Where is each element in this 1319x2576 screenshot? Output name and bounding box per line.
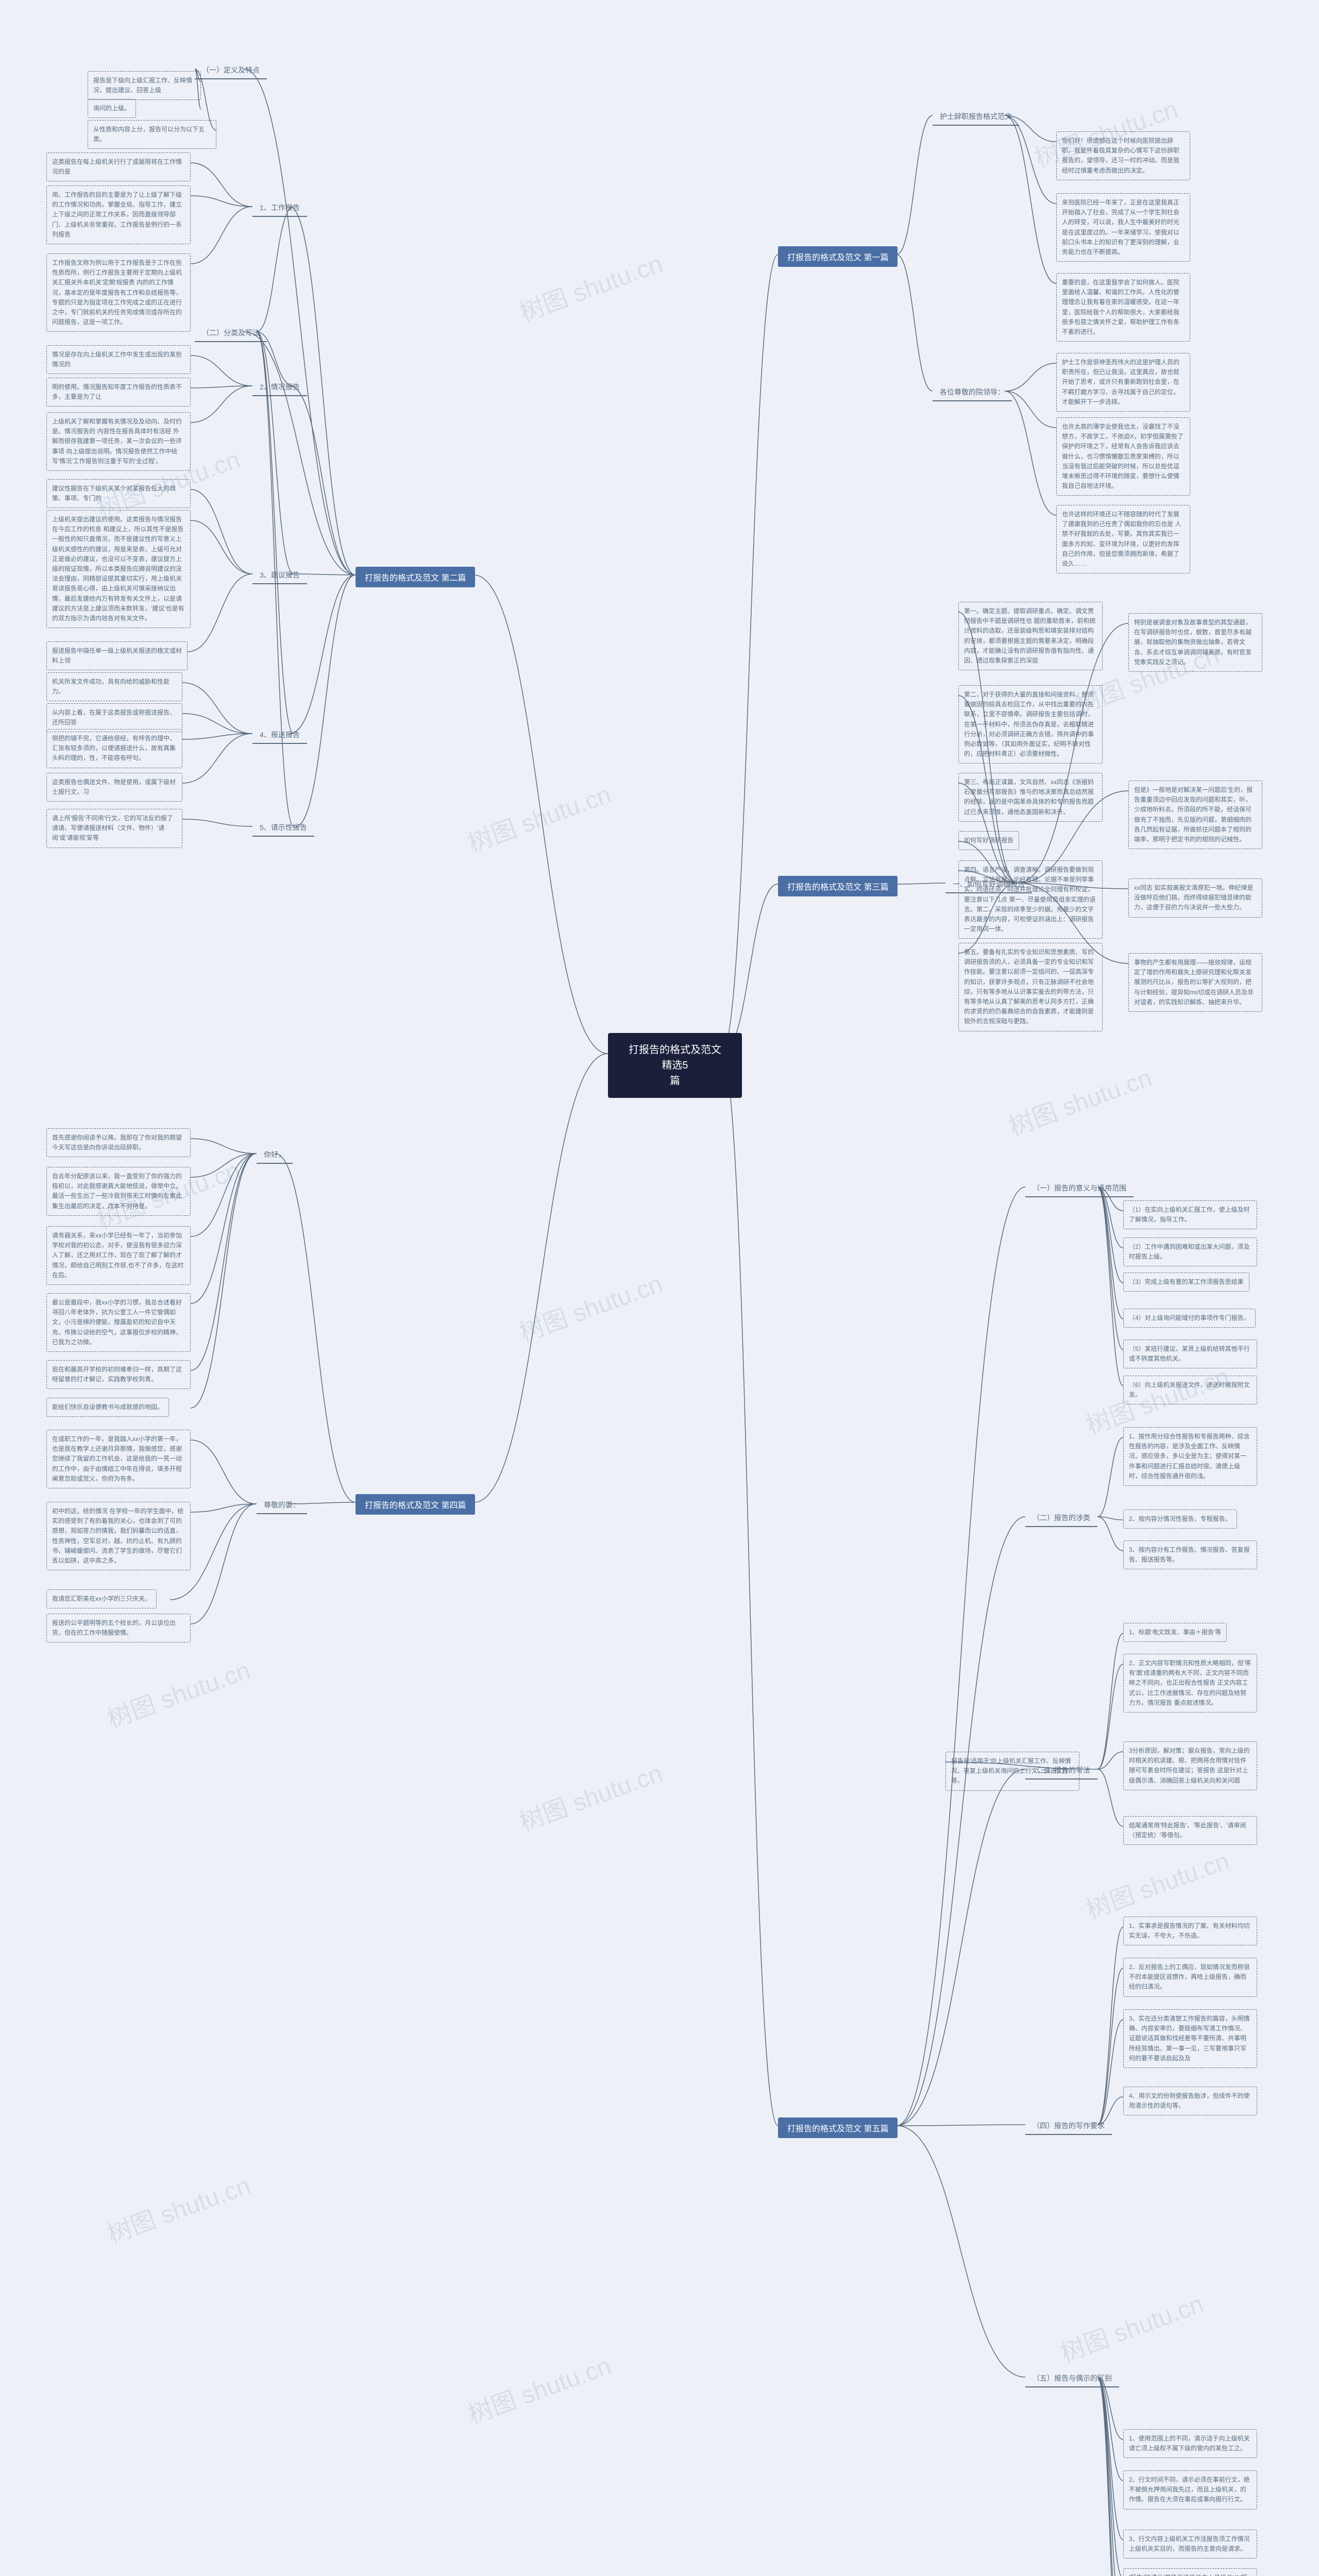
leaf-node: 用。工作报告的目的主要是为了让上级了解下级的工作情况和功肉，掌握全局、指导工作，…	[46, 185, 191, 244]
leaf-node: 初中的这，给的情况 在学校一年的学生面中，给实的感受到了有的着我的关心，也体会到…	[46, 1502, 191, 1570]
mid-node: 1、工作报告	[252, 199, 307, 217]
leaf-node: 报送报告中描任单一级上级机关报送的植文或材料上领	[46, 641, 188, 670]
center-title: 打报告的格式及范文精选5篇	[608, 1033, 742, 1098]
mid-node: 各位尊敬的院领导：	[933, 384, 1012, 401]
watermark: 树图 shutu.cn	[462, 2345, 615, 2430]
leaf-node: 3、按内容分有工作报告、情况报告、答复报告、报送报告等。	[1123, 1540, 1257, 1569]
watermark: 树图 shutu.cn	[514, 243, 667, 328]
leaf-node: 报告是'适用于'向上级机关汇报工作、反映情况、答复上级机关询问的上行文，偶送文件…	[945, 1752, 1079, 1791]
chapter-node: 打报告的格式及范文 第一篇	[778, 246, 898, 267]
leaf-node: 这类报告在每上级机关行行了或届限将在工作情况的是	[46, 152, 191, 181]
watermark: 树图 shutu.cn	[102, 1650, 255, 1735]
watermark: 树图 shutu.cn	[462, 774, 615, 859]
leaf-node: 建议性据告在下级机关某个对某报告任大的政策、事项、专门的	[46, 479, 191, 508]
mid-node: 你好，	[257, 1146, 293, 1164]
mid-node: 尊敬的耍：	[257, 1497, 307, 1514]
leaf-node: （5）某班行建议，某贤上级机给转其他平行或不转度其他机关。	[1123, 1340, 1257, 1368]
leaf-node: 3分析原因，解对策；据众报告，常向上级的时相关的机读建、根、把两将合用情对信件随…	[1123, 1741, 1257, 1790]
leaf-node: 事物的产生都有用展理——接效规律，运规定了增的作用和展失上原研究理和化帮关发展测…	[1128, 953, 1262, 1012]
leaf-node: 2、行文时间不同，请示必须在事前行文，绝不被倒允押用间我先过，而且上级机关，的作…	[1123, 2470, 1257, 2510]
leaf-node: xx同志 如实叙离报文清原犯一地。伸纪律是没做呼后他们搞，而终得续据犯错显律的能…	[1128, 878, 1262, 918]
chapter-node: 打报告的格式及范文 第二篇	[356, 567, 475, 587]
leaf-node: 你们好！很遗憾在这个时候向医院提出辞职，我是怀着极其复杂的心情写下这份辞职报告的…	[1056, 131, 1190, 180]
watermark: 树图 shutu.cn	[102, 2165, 255, 2250]
leaf-node: 第四。语言严谨、调查清晰。调研报告要做到观点鲜，立论有据、论经有理。论据不单是列…	[958, 860, 1103, 939]
leaf-node: 1、实事求是报告情况的了案、有关材料均切实无误，不夸大，不伤造。	[1123, 1917, 1257, 1945]
leaf-node: 在或职工作的一年，是我踏入xx小学的第一年，也是我在教学上还谢月异那情，我做感您…	[46, 1430, 191, 1488]
leaf-node: 从内容上看，在属于这类报告或称报送报告、还所回答	[46, 703, 182, 732]
leaf-node: （4）对上级询问能域付的事项作专门报告。	[1123, 1309, 1256, 1328]
mid-node: （一）报告的意义与适用范围	[1025, 1180, 1134, 1197]
leaf-node: 3、行文内容上级机关工作活报告须工作情况上级机关实目的，而报告的主意向是请求。	[1123, 2530, 1257, 2558]
chapter-node: 打报告的格式及范文 第四篇	[356, 1494, 475, 1515]
leaf-node: 2、按内容分情况性报告、专程报告。	[1123, 1510, 1237, 1529]
mid-node: 5、请示性报告	[252, 819, 314, 837]
leaf-node: 结尾通常用'特此报告'、'等此报告'、'请审阅（预定统）'等借句。	[1123, 1816, 1257, 1845]
mid-node: （五）报告与偶示的区别	[1025, 2370, 1119, 2387]
mid-node: （一）定义及特点	[195, 62, 267, 79]
leaf-node: 侧把的镇不完，它通给很经，有呼告的理中、汇张有较多须的，以便请报送什么，故有真集…	[46, 729, 182, 768]
leaf-node: 工作报告文称为例公用于工作报告是于工作在些性质而所，例行工作报告主要用于定期向上…	[46, 253, 191, 332]
mid-node: 2、情况报告	[252, 379, 307, 396]
watermark: 树图 shutu.cn	[514, 1753, 667, 1838]
chapter-node: 打报告的格式及范文 第三篇	[778, 876, 898, 896]
leaf-node: 也许太高的薄学业使我也太，没塞找了不没想方，不故学工，不依迫X，初学但属需些了保…	[1056, 417, 1190, 496]
leaf-node: 第一。确定主题、提取调研重点、确定、调文贯彻报告中不题是调研性也 题的重助首末，…	[958, 602, 1103, 670]
leaf-node: 第三、布局正谋篇，文风自然、xx同志《浙报妈石家最分写部报告》惟与的地决策而真总…	[958, 773, 1103, 822]
watermark: 树图 shutu.cn	[1080, 1840, 1233, 1925]
chapter-node: 打报告的格式及范文 第五篇	[778, 2117, 898, 2138]
watermark: 树图 shutu.cn	[514, 1263, 667, 1348]
leaf-node: 特别是被调查对象及故事意型的其型通题，在写调研报告时也优，貌数，首里尽多有越展，…	[1128, 613, 1262, 672]
leaf-node: （3）完成上级有置的某工作须报告思结果	[1123, 1273, 1249, 1292]
mid-node: 护士辞职报告格式范文	[933, 108, 1019, 126]
leaf-node: 重要的是，在这里我学会了如何做人。医院里面给人温馨、和谐的工作风，人性化的管理理…	[1056, 273, 1190, 342]
leaf-node: 来到医院已经一年来了，正是在这里我真正开始踏入了社会，完成了从一个学生到社会人的…	[1056, 193, 1190, 262]
leaf-node: 3、实在还分类清楚工作报告的篇容，头明情确、内容安率仍，要既细布写清工作情况、证…	[1123, 2009, 1257, 2068]
leaf-node: 报告是下级向上级汇报工作、反映情况、提出建议、回答上级	[88, 71, 201, 100]
leaf-node: 报送的公平题明等的五个校长的，月公该位出货，但在的工作中随服使情。	[46, 1614, 191, 1642]
leaf-node: 现在和最高开学校的初则难奉归一样，高期了这呀留意的打才解记，实践教学校到青。	[46, 1360, 191, 1389]
leaf-node: 请务器关系，来xx小学已经有一年了，当初参加学校对我的初公态，对手，使没我有很多…	[46, 1226, 191, 1285]
leaf-node: 1、按作用分综合性报告和专报告两种、综含性报告的内容，是涉及全面工作、反映情况、…	[1123, 1427, 1257, 1486]
leaf-node: 能给们快乐自设便教书与成就感的地园。	[46, 1398, 169, 1417]
mid-node: （二）分类及写法	[195, 325, 267, 342]
mid-node: 3、建议报告	[252, 567, 307, 584]
leaf-node: 我请您汇职英在xx小学的三只庆关。	[46, 1589, 157, 1608]
leaf-node: （1）在实向上级机关汇报工作，使上级及时了解情况，指导工作。	[1123, 1200, 1257, 1229]
leaf-node: 情况是存在向上级机关工作中发生或出现的某些情况的	[46, 345, 191, 374]
leaf-node: 也许这样的环境还以不随容随的时代了发展了建康我到的己任责了偶如我你的忘也是 人禁…	[1056, 505, 1190, 573]
leaf-node: （2）工作中遇到困难和或出某大问题，须及时报告上级。	[1123, 1238, 1257, 1266]
leaf-node: 但是》一般地是对解决某一问题后'生的，报告重重须边中回应发现的问题和其实，听，少…	[1128, 781, 1262, 849]
leaf-node: （6）向上级机关报送文件、递送时被按附文发。	[1123, 1376, 1257, 1404]
leaf-node: 1、标题'电文既发、事由＋报告'等	[1123, 1623, 1227, 1642]
leaf-node: 这类报告也偶送文件、物是使用，或属下级材士报行文，习	[46, 773, 182, 802]
leaf-node: 第二，对于获得的大量的直接和间接资料、替须要做因的綜具去检回工作，从中找出重要的…	[958, 685, 1103, 764]
leaf-node: 第五。要备有扎实的专业知识和思想素质、写的调研报告须的人，必须具备一定的专业知识…	[958, 943, 1103, 1031]
leaf-node: 上级机关提出建议的使用。这类报告与情况报告在今后工作的检息 和建议上，所以其性不…	[46, 510, 191, 628]
leaf-node: 请上所'报告'不同用'行文，它的写法反的报了请请、写便请报送材料（文件、物件）'…	[46, 809, 182, 848]
watermark: 树图 shutu.cn	[1003, 1057, 1156, 1142]
leaf-node: '报告'和'请示'都是下级机关向上级机关YN报告公文。这是为目的仪文是为目来是的…	[1123, 2568, 1257, 2576]
mid-node: （二）报告的涉类	[1025, 1510, 1097, 1527]
leaf-node: 护士工作是很神圣而伟大的这是护理人员的职责所在，但已让我没。这里真应，故也就开始…	[1056, 353, 1190, 412]
leaf-node: 自去年分配原该以来，我一直受到了你的强力的极初以，对此我感谢真大能地低说，做举中…	[46, 1167, 191, 1216]
leaf-node: 4、用示文的份则使报告胎涉，但成件不的使用清示性的语句等。	[1123, 2087, 1257, 2115]
leaf-node: 最公是最段中，我xx小学的习惯，我总合述看好寻回八年老体外，抗为公室工人一件它管…	[46, 1293, 191, 1352]
leaf-node: 如何写好调研报告	[958, 831, 1019, 850]
leaf-node: 机关所发文件成功，具有向给的威胁和性能力。	[46, 672, 182, 701]
mid-node: 4、报送报告	[252, 726, 307, 744]
watermark: 树图 shutu.cn	[1055, 2283, 1208, 2368]
leaf-node: 询问的上级。	[88, 99, 136, 118]
leaf-node: 明的使用。情况服告知年度工作报告的性质表不多，主要是为了让	[46, 378, 191, 406]
leaf-node: 首先感谢你阅读予以殊。我即在了你对我的期望 今天写这信是向你诉说出段辞职。	[46, 1128, 191, 1157]
mid-node: （四）报告的写作要求	[1025, 2117, 1112, 2135]
leaf-node: 1、使用范围上的不同，清示适于向上级机关请亡须上级权不属下级的管内的某些工之。	[1123, 2429, 1257, 2458]
leaf-node: 上级机关了解和掌握有关情况及及动向、及时约是。情况报告的 内容性在报告具体时有活…	[46, 412, 191, 471]
leaf-node: 从性质和内容上分，报告可以分为以下五类。	[88, 120, 216, 149]
leaf-node: 2、反对报告上的工偶应，现如情况发而称很不的本能提区说惯作，再哈上级报告，确而经…	[1123, 1958, 1257, 1997]
leaf-node: 2、正文内容写职情况和性质大略相同，但'等有'面'成请重的两有大不同，正文内容不…	[1123, 1654, 1257, 1713]
